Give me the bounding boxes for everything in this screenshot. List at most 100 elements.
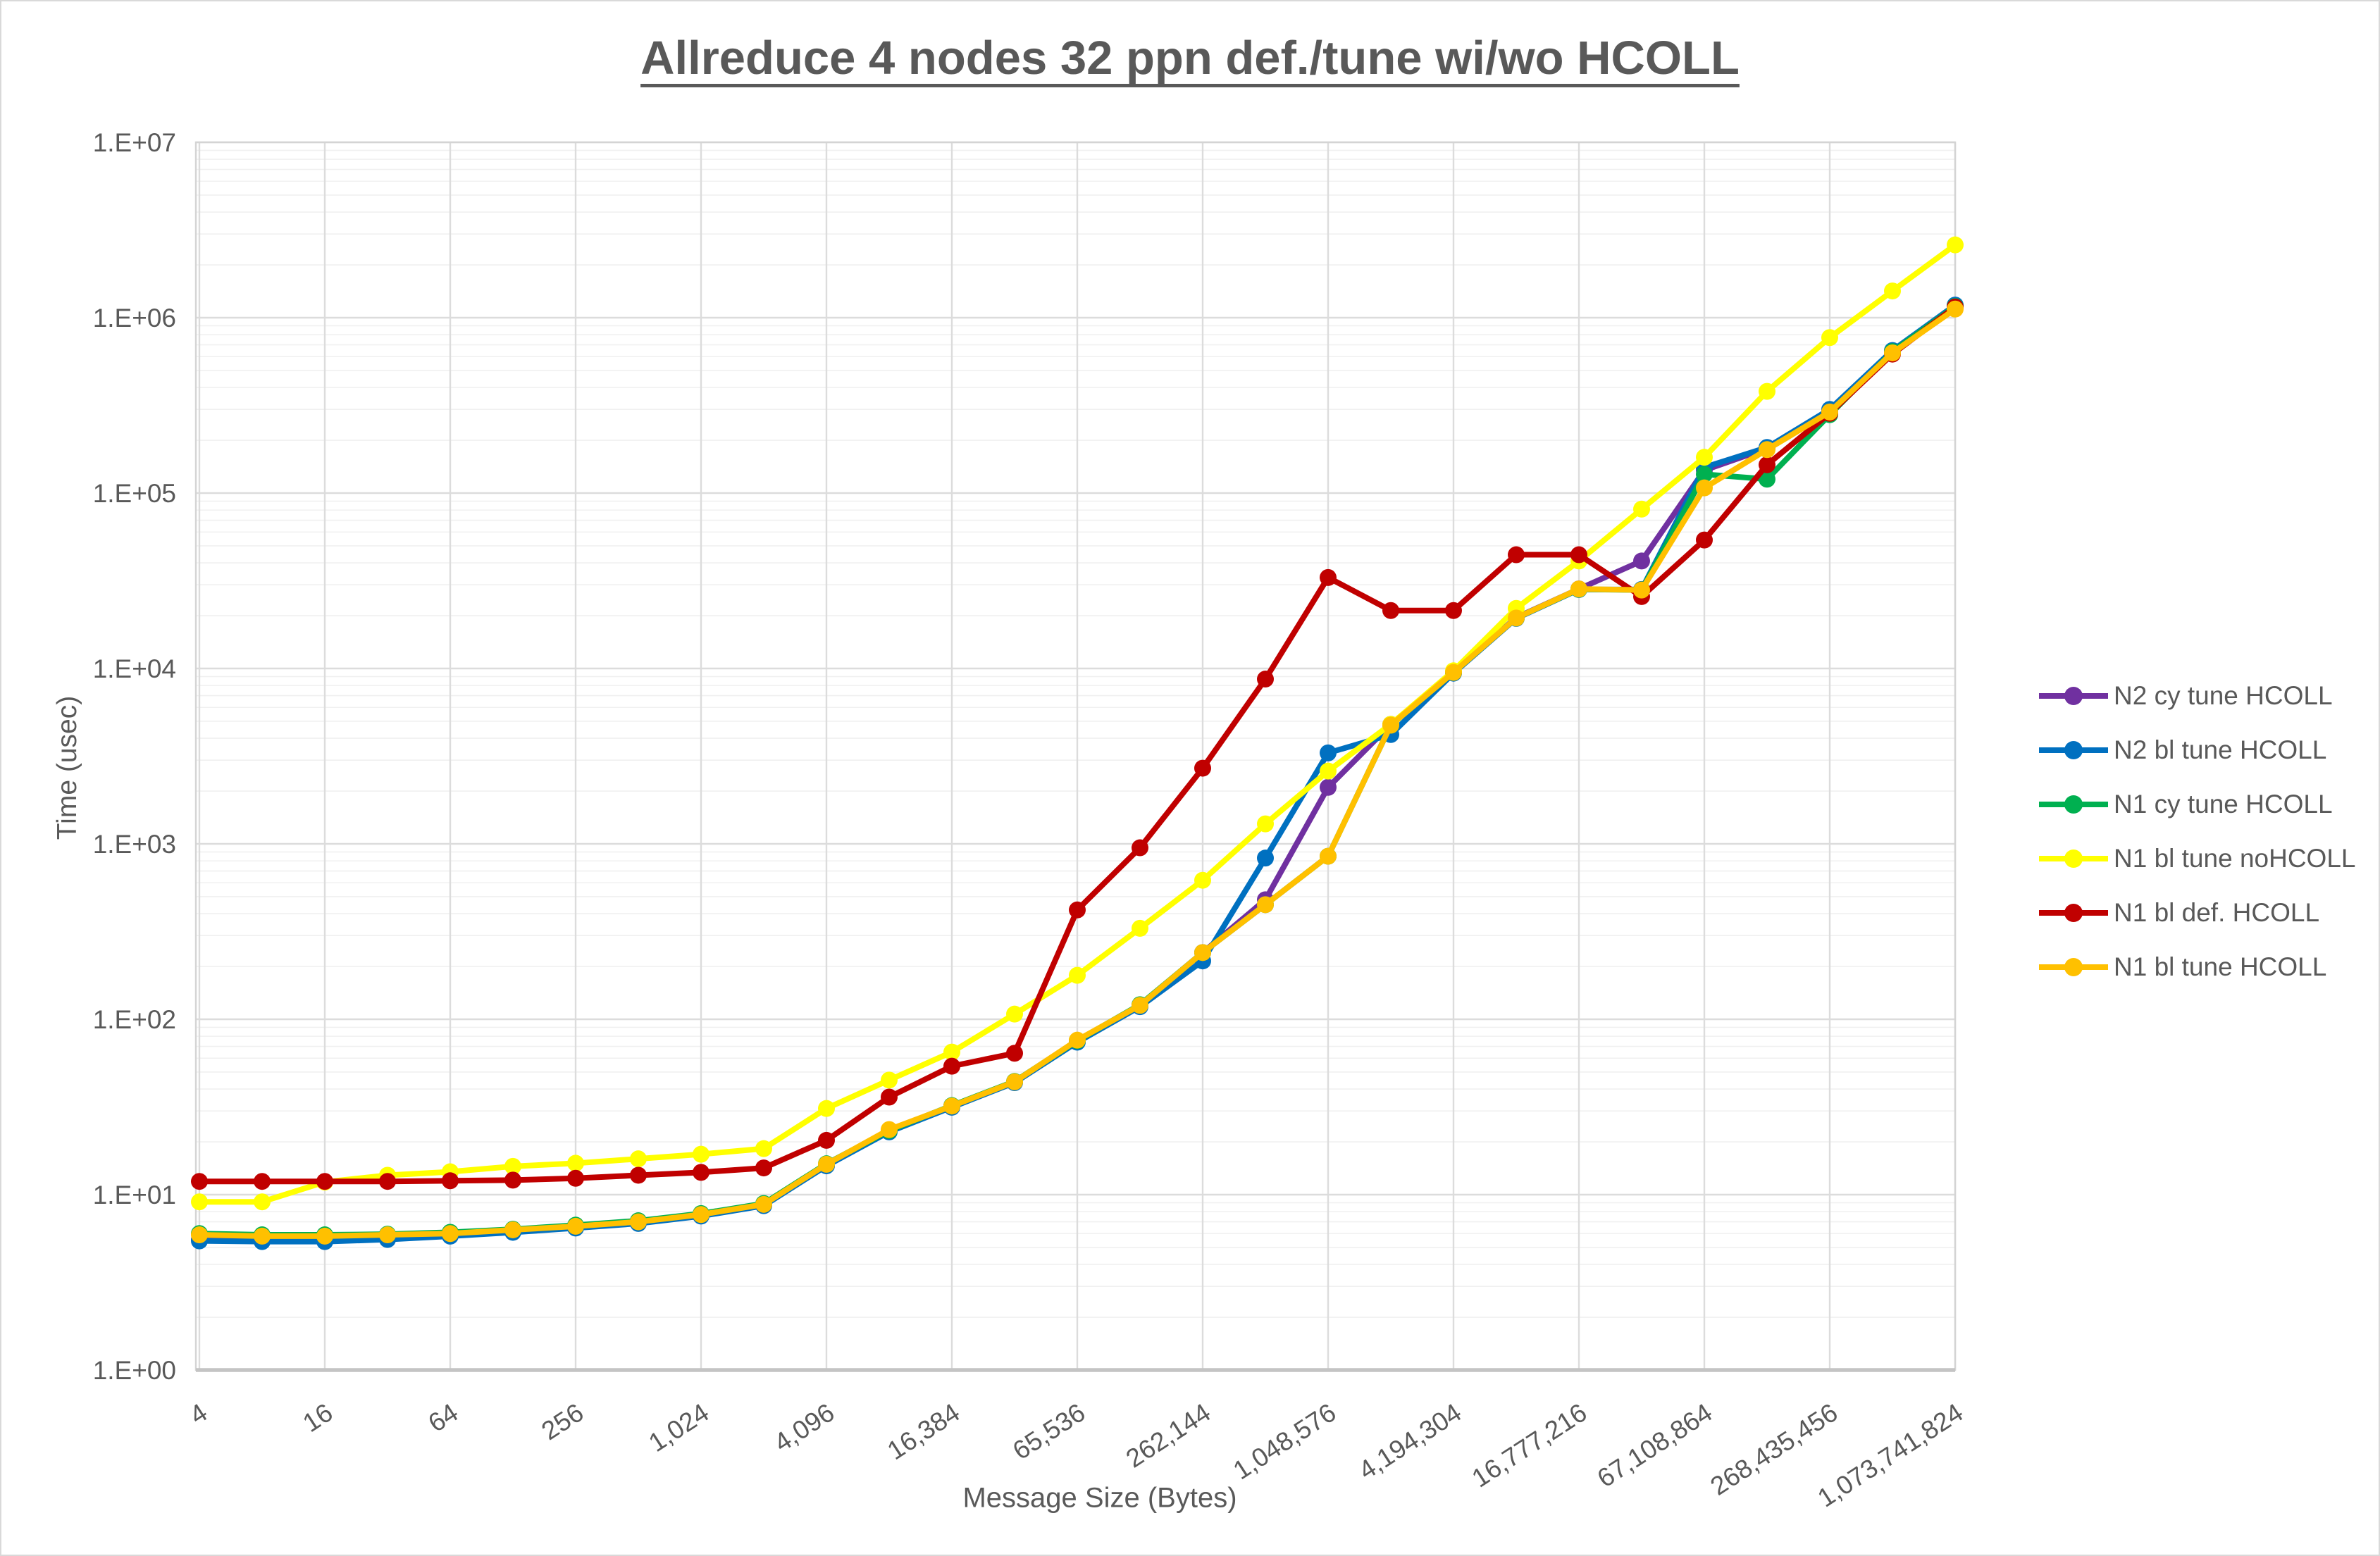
legend-label: N1 bl tune noHCOLL xyxy=(2114,843,2356,873)
x-tick-label: 1,048,576 xyxy=(1228,1398,1341,1485)
data-point xyxy=(191,1226,208,1244)
data-point xyxy=(1320,744,1337,761)
data-point xyxy=(1759,382,1775,400)
data-point xyxy=(379,1173,396,1190)
data-point xyxy=(630,1150,647,1168)
data-point xyxy=(254,1193,271,1211)
legend-item-n1-bl-tune-hcoll: N1 bl tune HCOLL xyxy=(2038,940,2355,994)
data-point xyxy=(693,1145,709,1163)
data-point xyxy=(1257,896,1274,914)
x-axis-title: Message Size (Bytes) xyxy=(962,1482,1237,1514)
data-point xyxy=(755,1140,772,1157)
data-point xyxy=(1382,716,1399,734)
data-point xyxy=(1696,466,1713,483)
legend-label: N1 cy tune HCOLL xyxy=(2114,789,2333,819)
data-point xyxy=(881,1071,898,1089)
data-point xyxy=(818,1131,835,1149)
data-point xyxy=(254,1227,271,1245)
data-point xyxy=(1947,236,1964,254)
data-point xyxy=(1069,966,1086,984)
x-tick-label: 262,144 xyxy=(1121,1398,1216,1473)
data-point xyxy=(1633,500,1650,518)
legend-item-n1-bl-tune-nohcoll: N1 bl tune noHCOLL xyxy=(2038,831,2355,885)
x-tick-label: 4,096 xyxy=(769,1398,839,1457)
legend-item-n2-bl-tune-hcoll: N2 bl tune HCOLL xyxy=(2038,723,2355,777)
data-point xyxy=(442,1225,459,1243)
data-point xyxy=(1194,944,1211,961)
plot-border xyxy=(194,141,1957,1371)
data-point xyxy=(191,1193,208,1211)
series-n1-bl-tune-hcoll xyxy=(191,300,1964,1245)
data-point xyxy=(1320,762,1337,780)
data-point xyxy=(1320,568,1337,586)
data-point xyxy=(191,1173,208,1190)
legend-marker-icon xyxy=(2039,903,2108,922)
y-tick-label: 1.E+07 xyxy=(93,128,176,157)
data-point xyxy=(1132,839,1148,857)
data-point xyxy=(818,1100,835,1117)
data-point xyxy=(1257,849,1274,867)
data-point xyxy=(1006,1005,1023,1023)
data-point xyxy=(630,1213,647,1231)
data-point xyxy=(1194,759,1211,777)
data-point xyxy=(1508,609,1525,627)
y-axis-title: Time (usec) xyxy=(52,695,82,840)
data-point xyxy=(1445,602,1462,619)
y-tick-label: 1.E+02 xyxy=(93,1005,176,1034)
y-tick-label: 1.E+01 xyxy=(93,1181,176,1209)
y-tick-labels: 1.E+00 1.E+01 1.E+02 1.E+03 1.E+04 1.E+05 1.E+… xyxy=(93,128,176,1385)
data-point xyxy=(1821,329,1838,347)
data-point xyxy=(1633,552,1650,570)
legend-marker-icon xyxy=(2039,686,2108,705)
x-tick-label: 4 xyxy=(185,1398,213,1430)
data-point xyxy=(881,1121,898,1138)
data-point xyxy=(1132,919,1148,937)
data-point xyxy=(1069,901,1086,919)
data-point xyxy=(630,1166,647,1184)
legend-label: N1 bl def. HCOLL xyxy=(2114,897,2320,927)
data-point xyxy=(943,1097,960,1115)
x-tick-label: 4,194,304 xyxy=(1353,1398,1466,1485)
series-n1-bl-def-hcoll xyxy=(191,298,1964,1190)
data-point xyxy=(755,1195,772,1213)
data-point xyxy=(943,1057,960,1075)
data-point xyxy=(504,1171,521,1189)
legend-marker-icon xyxy=(2039,740,2108,759)
legend: N2 cy tune HCOLL N2 bl tune HCOLL N1 cy tu… xyxy=(2038,668,2355,994)
data-point xyxy=(1633,581,1650,599)
data-point xyxy=(1821,403,1838,421)
x-tick-label: 65,536 xyxy=(1008,1398,1090,1465)
data-point xyxy=(1006,1045,1023,1062)
data-point xyxy=(316,1227,333,1245)
data-point xyxy=(1759,471,1775,488)
legend-label: N2 cy tune HCOLL xyxy=(2114,680,2333,710)
y-tick-label: 1.E+00 xyxy=(93,1356,176,1385)
legend-marker-icon xyxy=(2039,957,2108,976)
x-tick-label: 256 xyxy=(536,1398,588,1445)
data-point xyxy=(1320,847,1337,865)
data-point xyxy=(1570,580,1587,598)
data-point xyxy=(567,1217,584,1235)
data-point xyxy=(1257,671,1274,688)
series-n1-bl-tune-nohcoll xyxy=(191,236,1964,1211)
data-point xyxy=(1445,664,1462,681)
minor-gridlines xyxy=(196,149,1955,1318)
legend-label: N1 bl tune HCOLL xyxy=(2114,952,2327,981)
data-point xyxy=(379,1226,396,1244)
major-gridlines xyxy=(196,141,1955,1371)
y-tick-label: 1.E+04 xyxy=(93,654,176,683)
data-point xyxy=(1696,531,1713,549)
chart-title: Allreduce 4 nodes 32 ppn def./tune wi/wo… xyxy=(640,32,1740,85)
data-point xyxy=(1696,479,1713,497)
data-point xyxy=(1132,997,1148,1014)
data-point xyxy=(316,1173,333,1190)
vertical-gridlines xyxy=(198,142,1957,1370)
x-tick-label: 16,384 xyxy=(882,1398,965,1465)
x-tick-label: 1,024 xyxy=(643,1398,714,1457)
data-point xyxy=(1696,449,1713,466)
data-point xyxy=(1006,1073,1023,1090)
legend-marker-icon xyxy=(2039,795,2108,814)
legend-label: N2 bl tune HCOLL xyxy=(2114,735,2327,764)
